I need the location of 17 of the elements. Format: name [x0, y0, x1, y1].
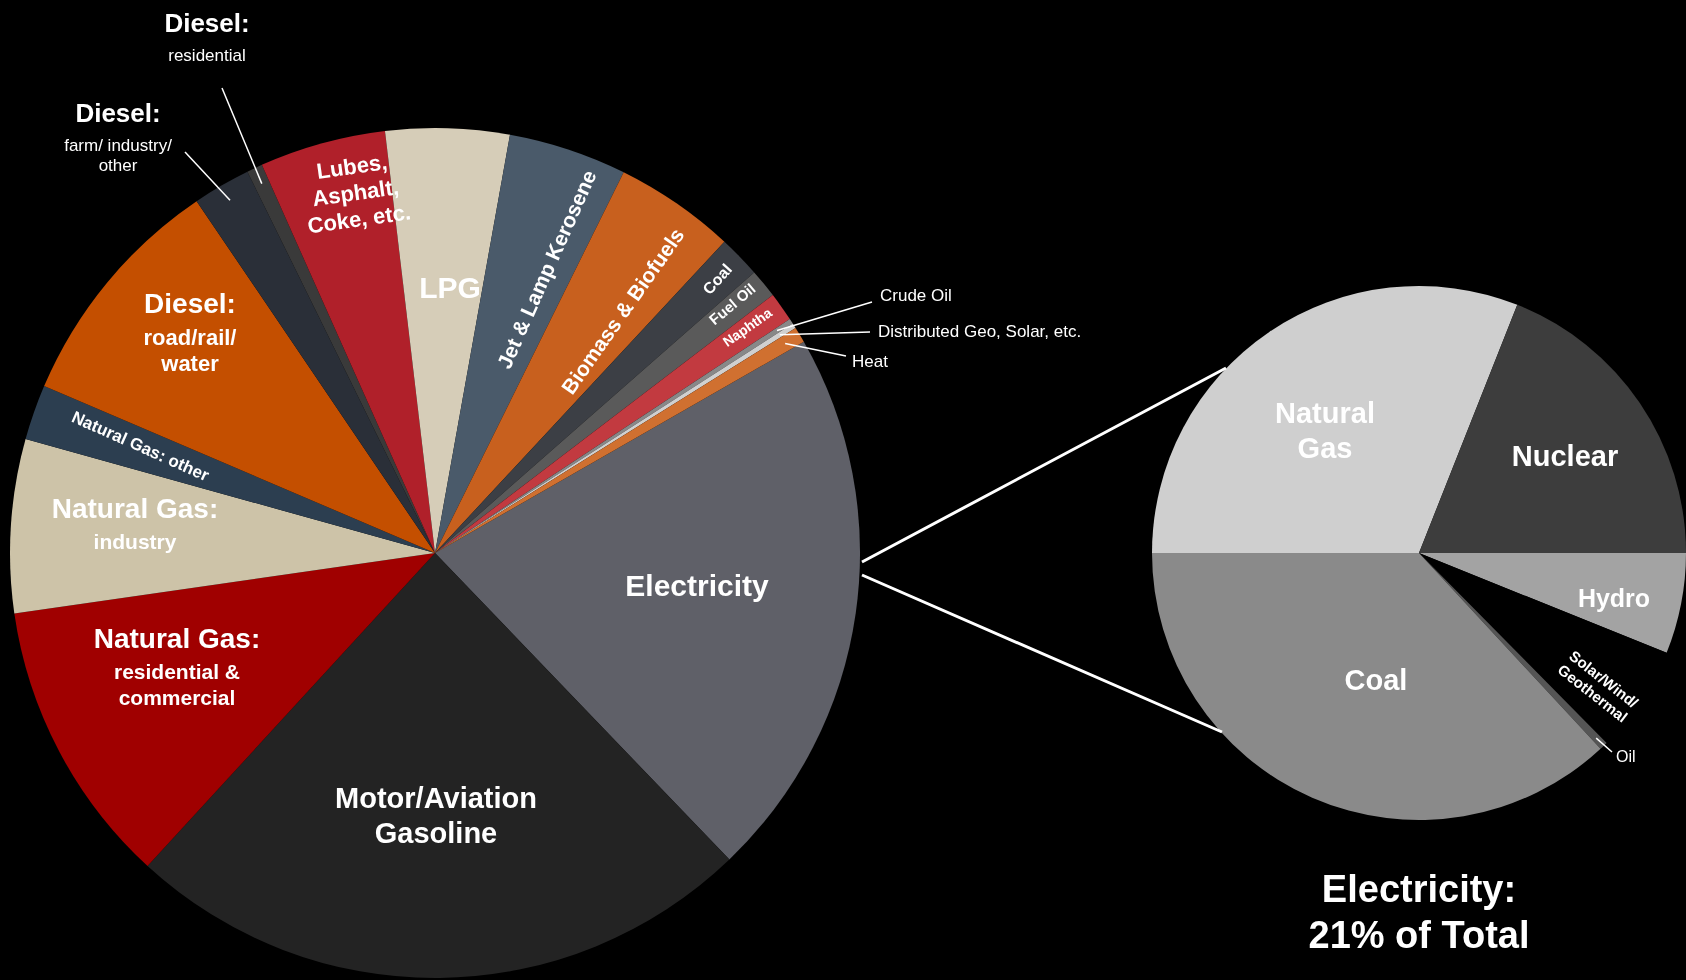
slice-label: Natural Gas: residential & commercial: [93, 622, 261, 709]
slice-label: Oil: [1616, 748, 1636, 766]
text: Electricity: 21% of Total: [1308, 868, 1530, 957]
slice-label: Diesel: road/rail/ water: [143, 287, 237, 377]
slice-label: Heat: [852, 351, 889, 371]
slice-label: Hydro: [1577, 583, 1651, 612]
slice-label: Natural Gas: industry: [51, 492, 219, 554]
slice-label: Electricity: [625, 569, 770, 603]
slice-label: Diesel: farm/ industry/ other: [64, 98, 173, 176]
slice-label: Nuclear: [1511, 440, 1619, 472]
slice-label: Coal: [1344, 664, 1408, 696]
slice-label: LPG: [419, 271, 481, 305]
slice-label: Lubes, Asphalt, Coke, etc.: [305, 149, 413, 239]
slice-label: Motor/Aviation Gasoline: [335, 782, 537, 849]
slice-label: Crude Oil: [880, 285, 952, 305]
slice-label: Distributed Geo, Solar, etc.: [878, 321, 1082, 341]
slice-label: Diesel: residential: [164, 8, 250, 65]
